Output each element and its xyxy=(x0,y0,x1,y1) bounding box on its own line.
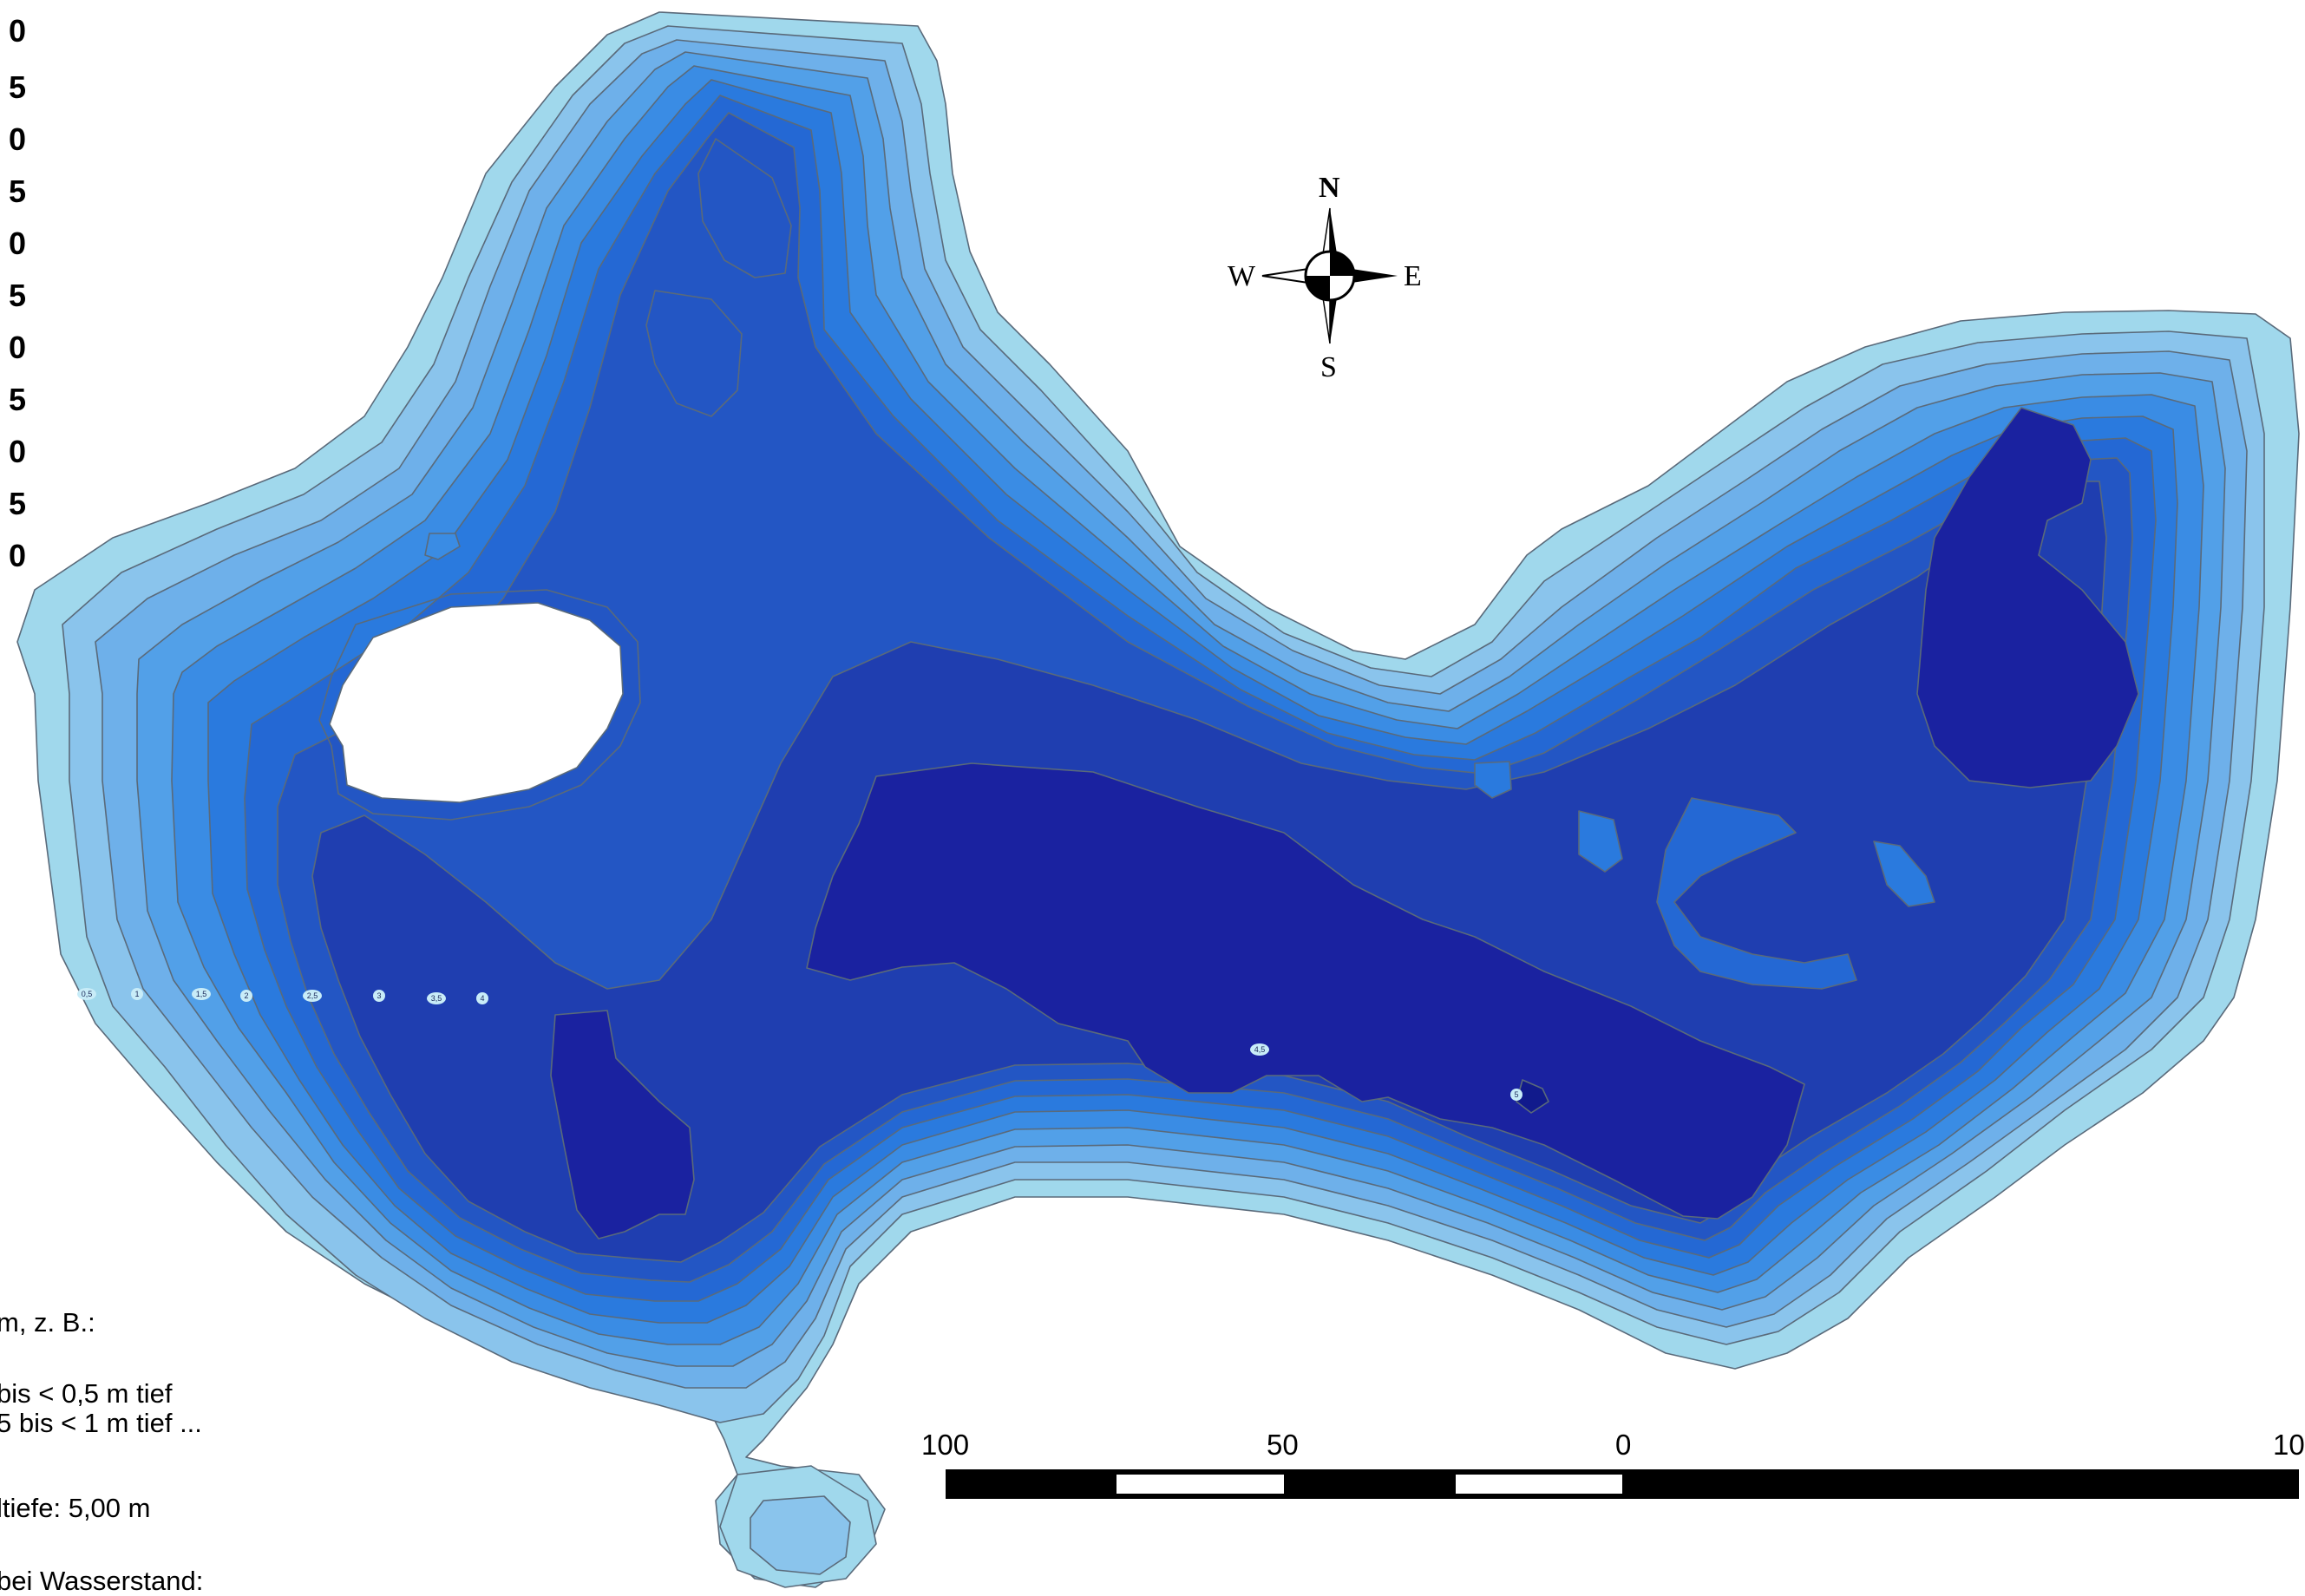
depth-zone-3-5-north xyxy=(697,138,792,278)
legend-value: 0 xyxy=(8,121,26,157)
legend-value: 0 xyxy=(8,538,26,573)
contour-label: 5 xyxy=(1510,1089,1522,1101)
legend-value: 5 xyxy=(8,382,26,417)
compass-north: N xyxy=(1319,172,1340,204)
compass-east: E xyxy=(1404,260,1422,292)
svg-text:5: 5 xyxy=(1514,1090,1518,1099)
compass-rose-icon xyxy=(1261,207,1398,344)
svg-text:2: 2 xyxy=(244,991,248,1000)
depth-zone-4-5-east xyxy=(1916,407,2139,788)
legend-value: 5 xyxy=(8,486,26,521)
contour-label: 4 xyxy=(476,992,488,1004)
svg-text:4: 4 xyxy=(480,994,484,1003)
legend-value: 0 xyxy=(8,226,26,261)
island xyxy=(329,602,624,803)
note-line: bis < 0,5 m tief xyxy=(0,1378,173,1409)
contour-label: 3 xyxy=(373,990,385,1002)
legend-value: 0 xyxy=(8,330,26,365)
svg-text:4,5: 4,5 xyxy=(1254,1045,1266,1054)
contour-label: 2,5 xyxy=(303,990,322,1002)
island-shore xyxy=(318,589,641,821)
small-patch xyxy=(424,533,461,560)
scale-bar xyxy=(946,1469,2299,1499)
contour-label: 3,5 xyxy=(427,992,446,1004)
svg-text:2,5: 2,5 xyxy=(307,991,318,1000)
scale-label: 50 xyxy=(1267,1429,1299,1461)
compass-west: W xyxy=(1228,260,1256,292)
scale-label: 10 xyxy=(2273,1429,2305,1461)
svg-text:3: 3 xyxy=(377,991,381,1000)
legend-value: 5 xyxy=(8,173,26,209)
depth-zone-4-5 xyxy=(806,762,1805,1220)
contour-label: 0,5 xyxy=(77,988,96,1000)
note-line: ltiefe: 5,00 m xyxy=(0,1493,151,1523)
shallow-patch xyxy=(1873,841,1935,907)
scale-label: 100 xyxy=(921,1429,970,1461)
svg-text:0,5: 0,5 xyxy=(82,990,93,998)
contour-label: 1,5 xyxy=(192,988,211,1000)
legend-value: 0 xyxy=(8,13,26,49)
note-line: m, z. B.: xyxy=(0,1307,95,1338)
svg-text:1,5: 1,5 xyxy=(196,990,207,998)
scale-label: 0 xyxy=(1615,1429,1632,1461)
shallow-patch xyxy=(1474,761,1512,799)
compass-south: S xyxy=(1320,351,1337,383)
legend-value: 5 xyxy=(8,69,26,105)
svg-text:1: 1 xyxy=(134,990,139,998)
svg-text:3,5: 3,5 xyxy=(431,994,442,1003)
contour-label: 4,5 xyxy=(1250,1043,1269,1056)
legend-value: 0 xyxy=(8,434,26,469)
contour-label: 1 xyxy=(131,988,143,1000)
depth-zone-4-5-sw xyxy=(550,1010,695,1240)
legend-value: 5 xyxy=(8,278,26,313)
pond-inner xyxy=(750,1495,851,1575)
contour-label: 2 xyxy=(240,990,252,1002)
depth-zone-3-5-north2 xyxy=(645,290,743,417)
shallow-patch xyxy=(1656,797,1857,990)
note-line: 5 bis < 1 m tief ... xyxy=(0,1408,202,1438)
shallow-patch xyxy=(1578,810,1623,873)
